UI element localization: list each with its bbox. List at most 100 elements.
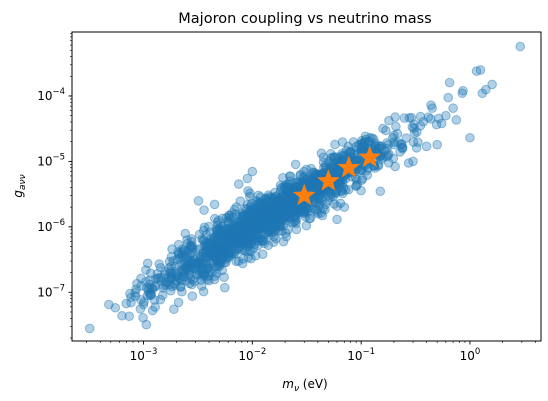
scatter-point	[257, 220, 268, 231]
scatter-point	[415, 111, 426, 122]
scatter-point	[243, 252, 254, 263]
scatter-point	[304, 172, 314, 183]
scatter-point	[238, 224, 249, 235]
scatter-point	[286, 205, 297, 216]
scatter-point	[279, 213, 290, 223]
scatter-point	[250, 226, 261, 237]
scatter-point	[285, 196, 295, 206]
scatter-point	[335, 198, 346, 209]
scatter-point	[186, 258, 197, 268]
scatter-point	[272, 210, 283, 221]
scatter-point	[317, 195, 328, 206]
scatter-point	[290, 208, 301, 218]
scatter-point	[284, 185, 295, 195]
scatter-point	[390, 112, 400, 122]
scatter-point	[255, 216, 266, 226]
scatter-point	[225, 226, 236, 237]
scatter-point	[286, 217, 297, 227]
scatter-point	[292, 205, 302, 216]
scatter-point	[264, 218, 274, 228]
scatter-point	[290, 177, 301, 188]
scatter-point	[241, 217, 252, 228]
scatter-point	[256, 222, 266, 233]
scatter-point	[258, 208, 268, 218]
scatter-point	[360, 131, 371, 142]
scatter-point	[138, 312, 148, 323]
scatter-point	[368, 134, 379, 144]
scatter-point	[257, 204, 268, 215]
scatter-point	[272, 212, 282, 223]
scatter-point	[301, 203, 311, 213]
scatter-point	[289, 207, 299, 217]
scatter-point	[304, 177, 314, 187]
scatter-point	[234, 220, 244, 231]
scatter-point	[204, 275, 214, 286]
scatter-point	[262, 205, 273, 216]
scatter-point	[216, 249, 226, 260]
scatter-point	[212, 226, 222, 236]
scatter-point	[276, 202, 286, 212]
scatter-point	[255, 212, 265, 222]
scatter-point	[144, 288, 154, 298]
scatter-point	[142, 258, 153, 269]
scatter-point	[210, 242, 221, 253]
scatter-point	[259, 218, 270, 229]
scatter-point	[156, 272, 166, 283]
scatter-point	[186, 241, 196, 251]
scatter-point	[280, 228, 291, 238]
scatter-point	[337, 150, 348, 161]
scatter-point	[267, 214, 278, 224]
scatter-point	[270, 197, 280, 207]
scatter-point	[345, 147, 356, 157]
scatter-point	[297, 202, 307, 212]
scatter-point	[195, 269, 205, 279]
scatter-point	[198, 286, 209, 297]
scatter-point	[287, 186, 298, 197]
scatter-point	[198, 263, 208, 273]
scatter-point	[290, 210, 301, 221]
scatter-point	[262, 220, 273, 231]
scatter-point	[206, 233, 217, 243]
scatter-point	[249, 211, 260, 221]
scatter-point	[267, 220, 277, 231]
scatter-point	[262, 207, 273, 218]
scatter-point	[256, 236, 267, 246]
scatter-point	[267, 197, 277, 207]
scatter-point	[234, 227, 245, 237]
scatter-point	[251, 221, 261, 232]
scatter-point	[253, 206, 264, 216]
scatter-point	[242, 235, 253, 246]
scatter-point	[204, 240, 215, 250]
scatter-point	[370, 138, 381, 149]
scatter-point	[284, 186, 294, 197]
scatter-point	[248, 208, 259, 219]
scatter-point	[215, 226, 225, 236]
scatter-point	[263, 209, 273, 220]
scatter-point	[262, 208, 273, 219]
scatter-point	[271, 211, 282, 221]
scatter-point	[304, 176, 315, 187]
scatter-point	[397, 142, 408, 153]
scatter-point	[229, 247, 240, 257]
scatter-point	[300, 211, 311, 222]
scatter-point	[243, 208, 254, 219]
scatter-point	[216, 221, 226, 232]
scatter-point	[209, 233, 220, 243]
scatter-point	[219, 239, 229, 249]
scatter-point	[177, 271, 187, 282]
scatter-point	[256, 214, 267, 225]
scatter-point	[324, 186, 334, 196]
scatter-point	[223, 217, 234, 227]
scatter-point	[271, 202, 281, 213]
scatter-point	[287, 206, 298, 216]
scatter-point	[197, 258, 208, 268]
scatter-point	[251, 215, 261, 226]
scatter-point	[248, 228, 259, 238]
scatter-point	[274, 189, 284, 200]
scatter-point	[240, 229, 251, 239]
scatter-point	[311, 197, 322, 208]
scatter-point	[217, 254, 227, 265]
scatter-point	[371, 143, 382, 154]
scatter-point	[275, 199, 285, 209]
